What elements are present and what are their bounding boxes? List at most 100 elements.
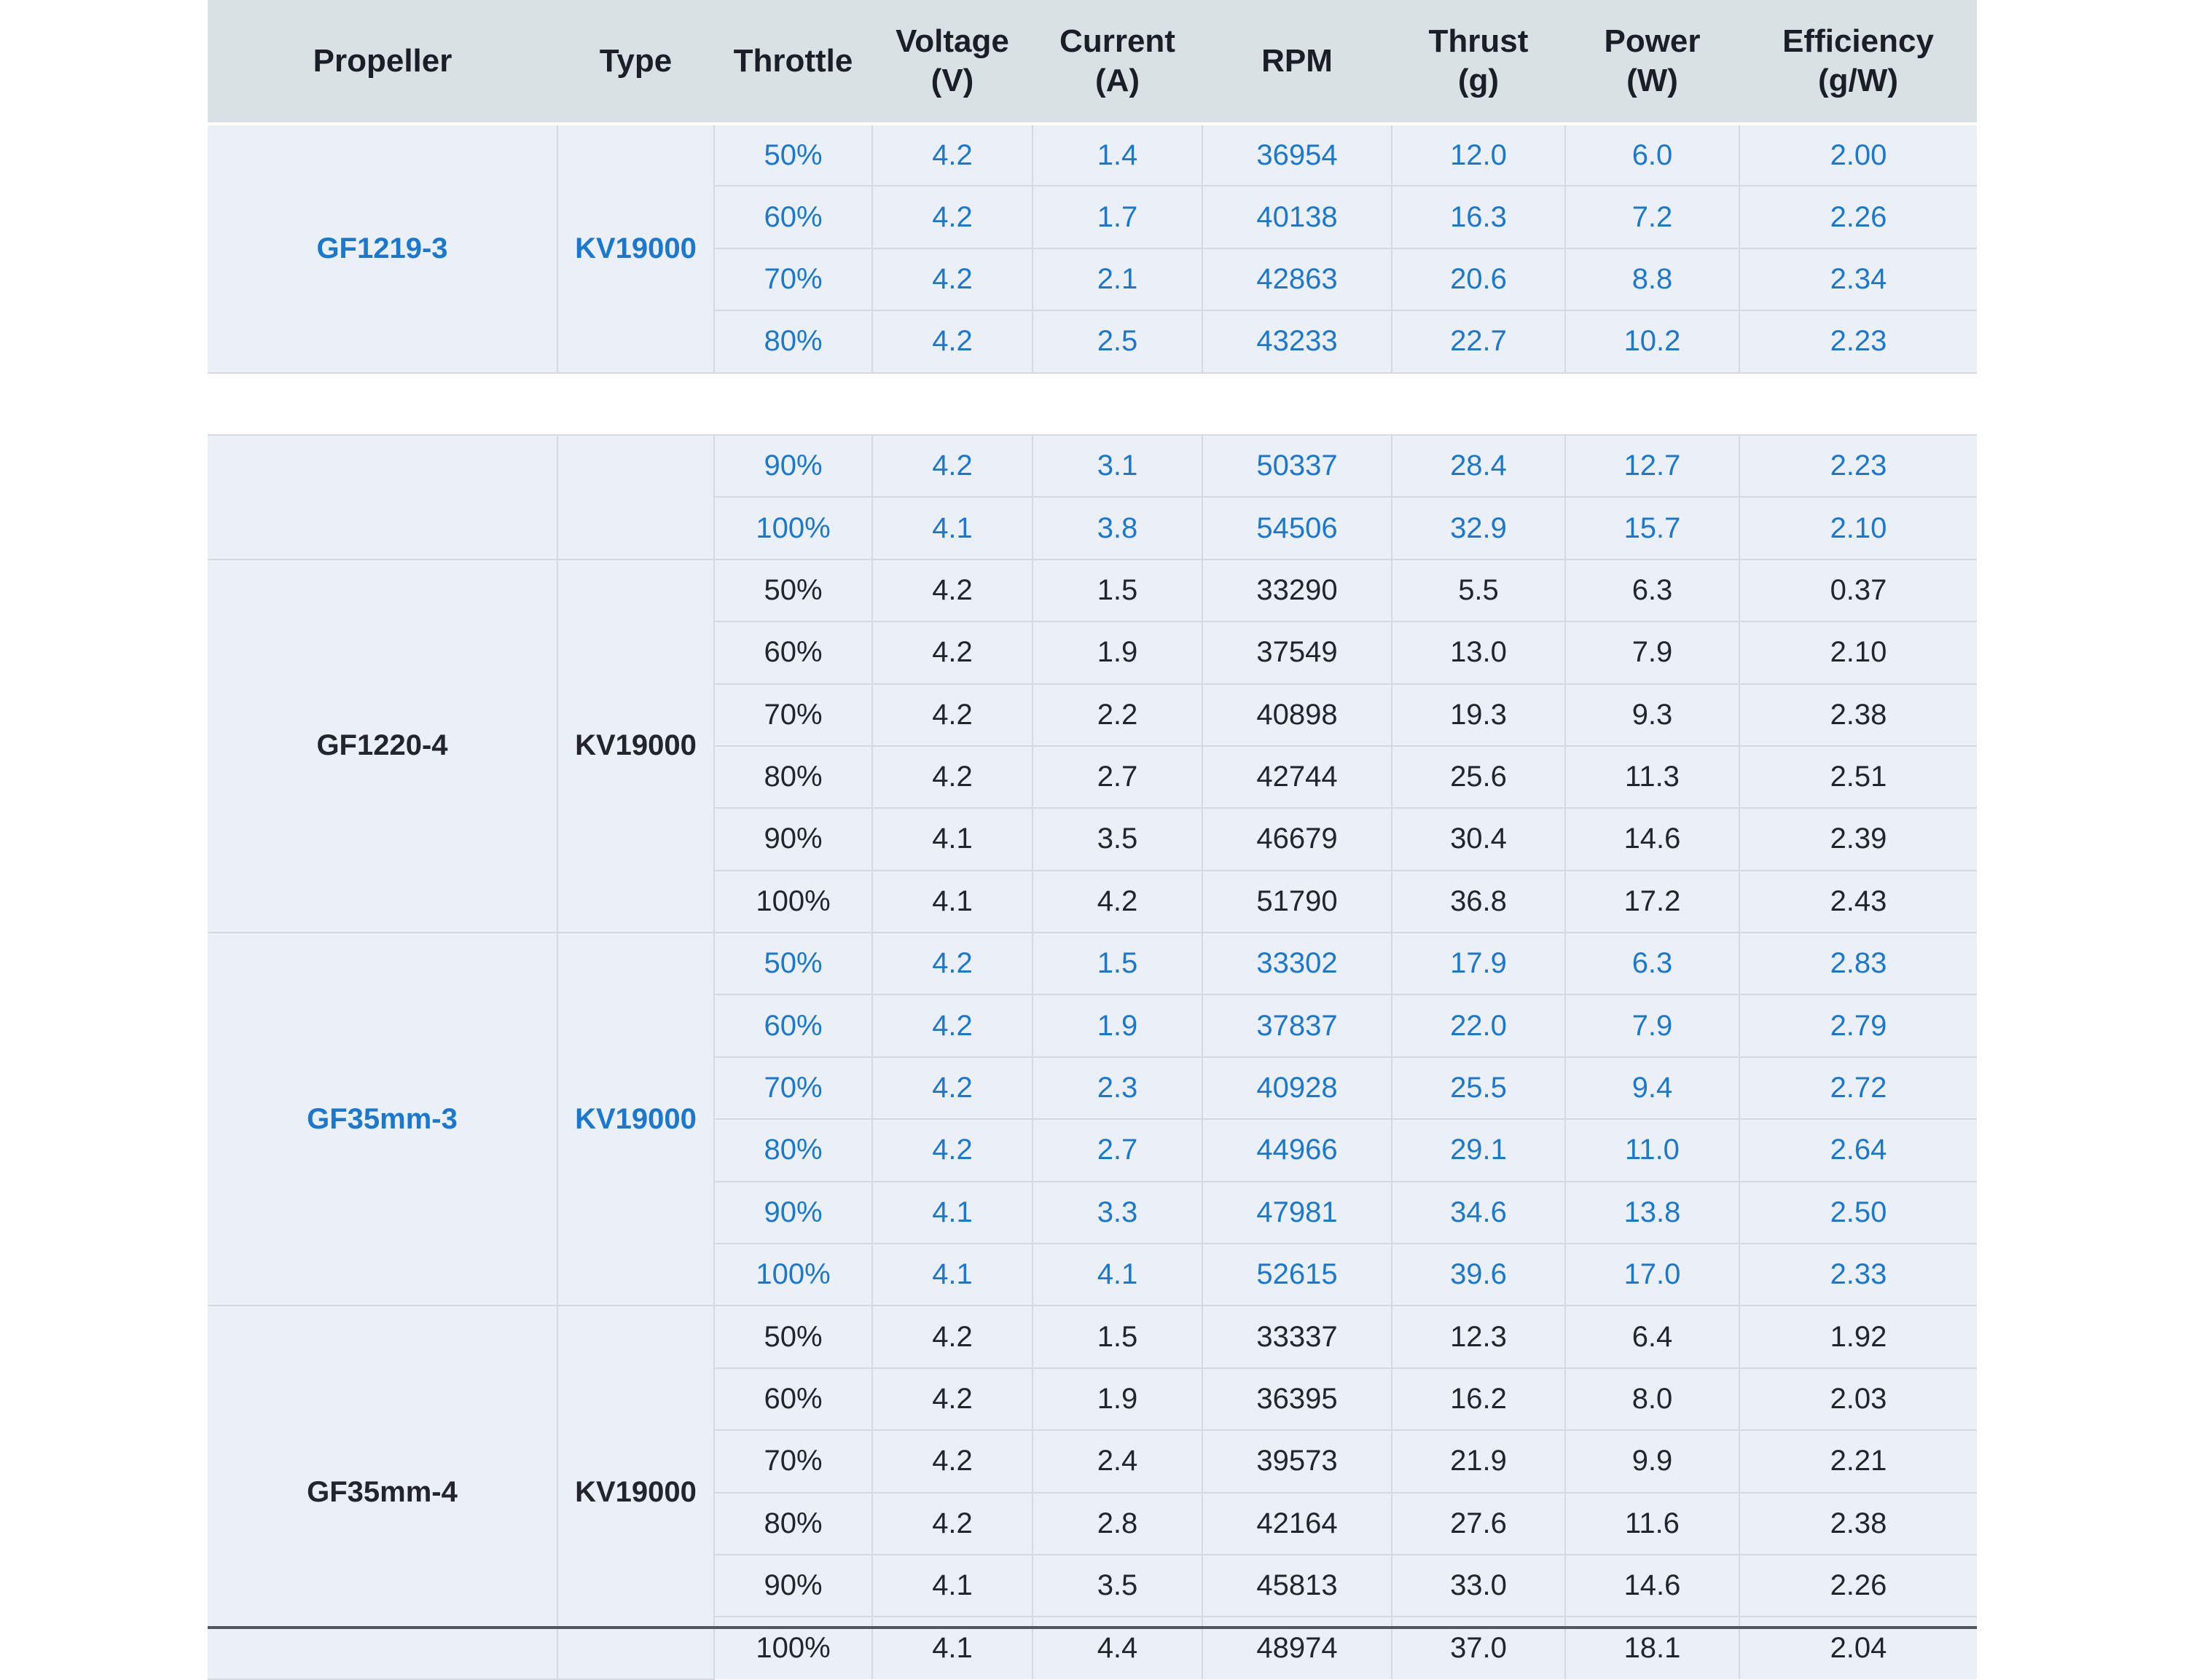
thrust-cell: 25.6 xyxy=(1391,745,1566,809)
rpm-cell: 33337 xyxy=(1202,1305,1392,1369)
throttle-cell: 80% xyxy=(714,745,873,809)
table-row: 80% 4.2 2.8 42164 27.6 11.6 2.38 xyxy=(208,1491,1977,1555)
thrust-cell: 12.3 xyxy=(1391,1305,1566,1369)
thrust-cell: 28.4 xyxy=(1391,433,1566,498)
col-header-voltage: Voltage (V) xyxy=(872,0,1033,125)
rpm-cell: 44966 xyxy=(1202,1118,1392,1182)
voltage-cell: 4.2 xyxy=(871,1367,1033,1432)
propeller-name: GF35mm-4 xyxy=(208,1305,558,1680)
efficiency-cell: 2.26 xyxy=(1739,185,1977,249)
current-cell: 2.1 xyxy=(1032,247,1203,312)
efficiency-cell: 2.83 xyxy=(1739,932,1977,996)
efficiency-cell: 1.92 xyxy=(1739,1305,1977,1369)
rpm-cell: 39573 xyxy=(1202,1429,1392,1493)
current-cell: 1.9 xyxy=(1032,994,1203,1058)
throttle-cell: 100% xyxy=(714,869,873,934)
throttle-cell: 70% xyxy=(714,1429,873,1493)
efficiency-cell: 2.26 xyxy=(1739,1553,1977,1618)
voltage-cell: 4.2 xyxy=(871,745,1033,809)
voltage-cell: 4.2 xyxy=(871,1491,1033,1555)
power-cell: 7.9 xyxy=(1564,994,1740,1058)
rpm-cell: 42744 xyxy=(1202,745,1392,809)
rpm-cell: 51790 xyxy=(1202,869,1392,934)
motor-type: KV19000 xyxy=(557,932,715,1307)
efficiency-cell: 2.03 xyxy=(1739,1367,1977,1432)
voltage-cell: 4.2 xyxy=(871,247,1033,312)
col-header-thrust: Thrust (g) xyxy=(1392,0,1565,125)
efficiency-cell: 2.10 xyxy=(1739,621,1977,685)
table-row: 90% 4.1 3.5 46679 30.4 14.6 2.39 xyxy=(208,807,1977,871)
power-cell: 9.4 xyxy=(1564,1056,1740,1120)
efficiency-cell: 0.37 xyxy=(1739,558,1977,623)
thrust-cell: 12.0 xyxy=(1391,122,1566,187)
power-cell: 12.7 xyxy=(1564,433,1740,498)
throttle-cell: 50% xyxy=(713,1305,873,1369)
table-row: 90% 4.1 3.3 47981 34.6 13.8 2.50 xyxy=(208,1180,1977,1245)
efficiency-cell: 2.10 xyxy=(1739,496,1977,560)
table-row: GF1219-3 KV19000 50% 4.2 1.4 36954 12.0 6.0 2.00 xyxy=(208,122,1977,374)
col-header-rpm: RPM xyxy=(1202,0,1392,125)
throttle-cell: 60% xyxy=(714,185,873,249)
throttle-cell: 70% xyxy=(714,683,873,747)
throttle-cell: 50% xyxy=(713,932,873,996)
throttle-cell: 80% xyxy=(714,310,873,374)
efficiency-cell: 2.23 xyxy=(1739,310,1977,374)
current-cell: 2.2 xyxy=(1032,683,1203,747)
table-row: 70% 4.2 2.4 39573 21.9 9.9 2.21 xyxy=(208,1429,1977,1493)
voltage-cell: 4.2 xyxy=(871,558,1033,623)
throttle-cell: 100% xyxy=(714,1243,873,1307)
rpm-cell: 37549 xyxy=(1202,621,1392,685)
thrust-cell: 16.2 xyxy=(1391,1367,1566,1432)
table-body: GF1219-3 KV19000 50% 4.2 1.4 36954 12.0 6.0 2.00… xyxy=(208,122,1977,1680)
propeller-name: GF35mm-3 xyxy=(208,932,558,1307)
power-cell: 9.9 xyxy=(1564,1429,1740,1493)
thrust-cell: 17.9 xyxy=(1391,932,1566,996)
rpm-cell: 46679 xyxy=(1202,807,1392,871)
throttle-cell: 50% xyxy=(713,122,873,187)
throttle-cell: 70% xyxy=(714,1056,873,1120)
power-cell: 14.6 xyxy=(1564,807,1740,871)
efficiency-cell: 2.33 xyxy=(1739,1243,1977,1307)
efficiency-cell: 2.64 xyxy=(1739,1118,1977,1182)
thrust-cell: 30.4 xyxy=(1391,807,1566,871)
efficiency-cell: 2.72 xyxy=(1739,1056,1977,1120)
rpm-cell: 36395 xyxy=(1202,1367,1392,1432)
power-cell: 6.0 xyxy=(1564,122,1740,187)
current-cell: 2.3 xyxy=(1032,1056,1203,1120)
current-cell: 4.1 xyxy=(1032,1243,1203,1307)
voltage-cell: 4.1 xyxy=(871,1180,1033,1245)
throttle-cell: 90% xyxy=(713,433,873,498)
rpm-cell: 47981 xyxy=(1202,1180,1392,1245)
throttle-cell: 80% xyxy=(714,1118,873,1182)
rpm-cell: 43233 xyxy=(1202,310,1392,374)
table-row: 80% 4.2 2.7 42744 25.6 11.3 2.51 xyxy=(208,745,1977,809)
efficiency-cell: 2.38 xyxy=(1739,1491,1977,1555)
thrust-cell: 27.6 xyxy=(1391,1491,1566,1555)
current-cell: 2.5 xyxy=(1032,310,1203,374)
propeller-name: GF1219-3 xyxy=(208,123,558,374)
table-row: 60% 4.2 1.9 37837 22.0 7.9 2.79 xyxy=(208,994,1977,1058)
efficiency-cell: 2.23 xyxy=(1739,433,1977,498)
power-cell: 11.6 xyxy=(1564,1491,1740,1555)
table-row: 70% 4.2 2.3 40928 25.5 9.4 2.72 xyxy=(208,1056,1977,1120)
current-cell: 1.5 xyxy=(1032,932,1203,996)
efficiency-cell: 2.79 xyxy=(1739,994,1977,1058)
efficiency-cell: 2.34 xyxy=(1739,247,1977,312)
rpm-cell: 33302 xyxy=(1202,932,1392,996)
throttle-cell: 70% xyxy=(714,247,873,312)
thrust-cell: 13.0 xyxy=(1391,621,1566,685)
power-cell: 8.8 xyxy=(1564,247,1740,312)
power-cell: 6.3 xyxy=(1564,932,1740,996)
rpm-cell: 40898 xyxy=(1202,683,1392,747)
current-cell: 2.4 xyxy=(1032,1429,1203,1493)
efficiency-cell: 2.51 xyxy=(1739,745,1977,809)
voltage-cell: 4.1 xyxy=(871,1553,1033,1618)
thrust-cell: 22.0 xyxy=(1391,994,1566,1058)
current-cell: 1.5 xyxy=(1032,1305,1203,1369)
thrust-cell: 16.3 xyxy=(1391,185,1566,249)
power-cell: 6.3 xyxy=(1564,558,1740,623)
table-row: 90% 4.1 3.5 45813 33.0 14.6 2.26 xyxy=(208,1553,1977,1618)
table-row: 60% 4.2 1.9 36395 16.2 8.0 2.03 xyxy=(208,1367,1977,1432)
col-header-current: Current (A) xyxy=(1033,0,1202,125)
col-header-propeller: Propeller xyxy=(208,0,557,125)
